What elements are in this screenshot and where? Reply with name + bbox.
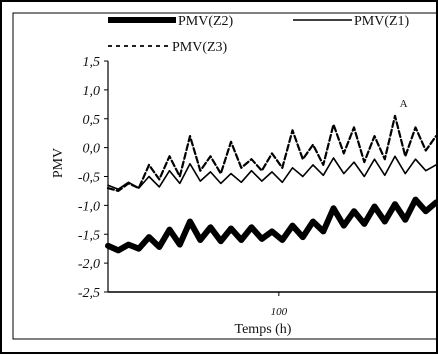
y-tick-label: 1,5 bbox=[83, 55, 101, 70]
y-tick-label: -1,0 bbox=[78, 199, 100, 214]
legend-label-z2: PMV(Z2) bbox=[178, 14, 234, 29]
y-tick-label: -2,0 bbox=[78, 257, 100, 272]
legend-label-z3: PMV(Z3) bbox=[172, 40, 228, 55]
y-axis-label: PMV bbox=[51, 148, 66, 178]
series-line-z2 bbox=[105, 196, 438, 254]
legend-label-z1: PMV(Z1) bbox=[354, 14, 410, 29]
axes: 1,5 1,0 0,5 0,0 -0,5 -1,0 -1,5 -2,0 -2,5 100 A bbox=[78, 55, 436, 318]
x-tick-label: 100 bbox=[271, 306, 288, 318]
plot-frame bbox=[12, 12, 438, 340]
series-line-z3 bbox=[106, 114, 438, 192]
y-tick-label: 0,5 bbox=[83, 113, 101, 128]
legend: PMV(Z2) PMV(Z1) PMV(Z3) bbox=[108, 14, 410, 55]
annotation-label: A bbox=[400, 98, 408, 110]
y-tick-label: 1,0 bbox=[83, 84, 101, 99]
y-tick-label: -2,5 bbox=[78, 286, 100, 301]
y-tick-label: -1,5 bbox=[78, 228, 100, 243]
series-group bbox=[105, 114, 438, 254]
y-tick-label: -0,5 bbox=[78, 171, 100, 186]
series-line-z1 bbox=[107, 155, 437, 190]
y-tick-label: 0,0 bbox=[83, 142, 101, 157]
x-axis-label: Temps (h) bbox=[235, 322, 292, 337]
